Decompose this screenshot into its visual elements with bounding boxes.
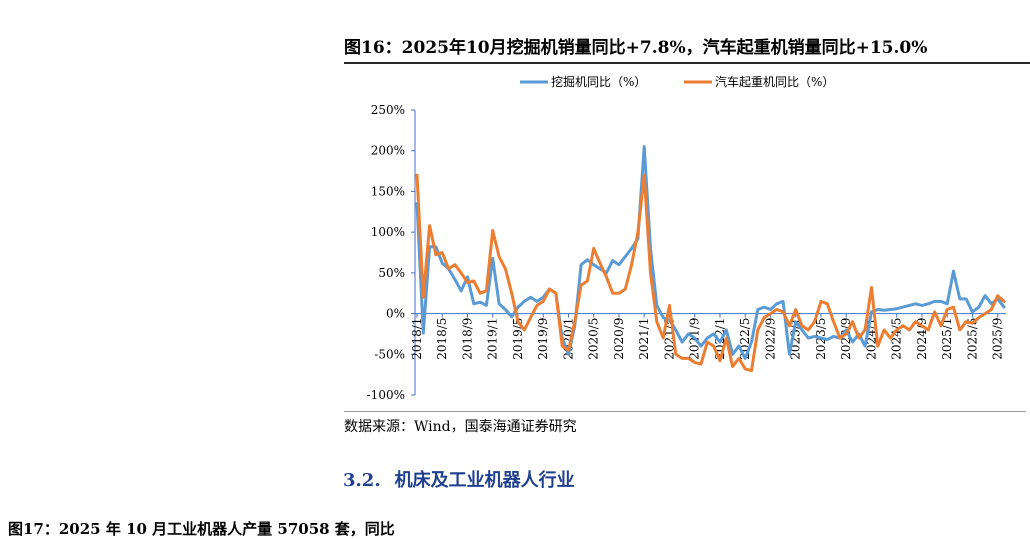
x-tick-label: 2021/1 [637,318,651,360]
y-tick-label: 100% [371,225,405,239]
x-tick-label: 2020/9 [612,318,626,360]
x-tick-label: 2019/1 [486,318,500,360]
y-tick-label: 50% [378,266,405,280]
x-tick-label: 2022/5 [738,318,752,360]
x-tick-label: 2025/5 [965,318,979,360]
y-tick-label: -100% [367,388,405,402]
crane-series-line [415,173,1006,373]
line-chart: 挖掘机同比（%） 汽车起重机同比（%） 250% 200% 150% 100% 50% 0%… [367,74,1006,402]
x-tick-label: 2019/9 [536,318,550,360]
section-number: 3.2. [343,470,381,491]
x-tick-label: 2025/1 [940,318,954,360]
y-tick-label: 150% [371,184,405,198]
series-layer [415,145,1006,373]
y-axis: 250% 200% 150% 100% 50% 0% -50% -100% [367,103,416,402]
y-tick-label: 200% [371,144,405,158]
figure-title: 图16：2025年10月挖掘机销量同比+7.8%，汽车起重机销量同比+15.0% [344,36,1030,64]
x-tick-label: 2024/5 [890,318,904,360]
x-tick-label: 2018/1 [410,318,424,360]
y-tick-label: 0% [386,307,405,321]
section-title: 机床及工业机器人行业 [394,470,575,491]
x-tick-label: 2025/9 [991,318,1005,360]
legend: 挖掘机同比（%） 汽车起重机同比（%） [520,74,834,89]
data-source-note: 数据来源：Wind，国泰海通证券研究 [344,411,1026,436]
legend-label: 挖掘机同比（%） [551,74,646,89]
chart-container: 挖掘机同比（%） 汽车起重机同比（%） 250% 200% 150% 100% 50% 0%… [344,64,1028,414]
x-tick-label: 2020/5 [587,318,601,360]
y-tick-label: -50% [374,347,405,361]
x-tick-label: 2022/9 [763,318,777,360]
x-tick-label: 2018/5 [435,318,449,360]
legend-label: 汽车起重机同比（%） [715,74,834,89]
x-tick-label: 2018/9 [460,318,474,360]
next-figure-title: 图17：2025 年 10 月工业机器人产量 57058 套，同比 [8,520,395,538]
section-heading[interactable]: 3.2. 机床及工业机器人行业 [343,466,575,492]
y-tick-label: 250% [371,103,405,117]
